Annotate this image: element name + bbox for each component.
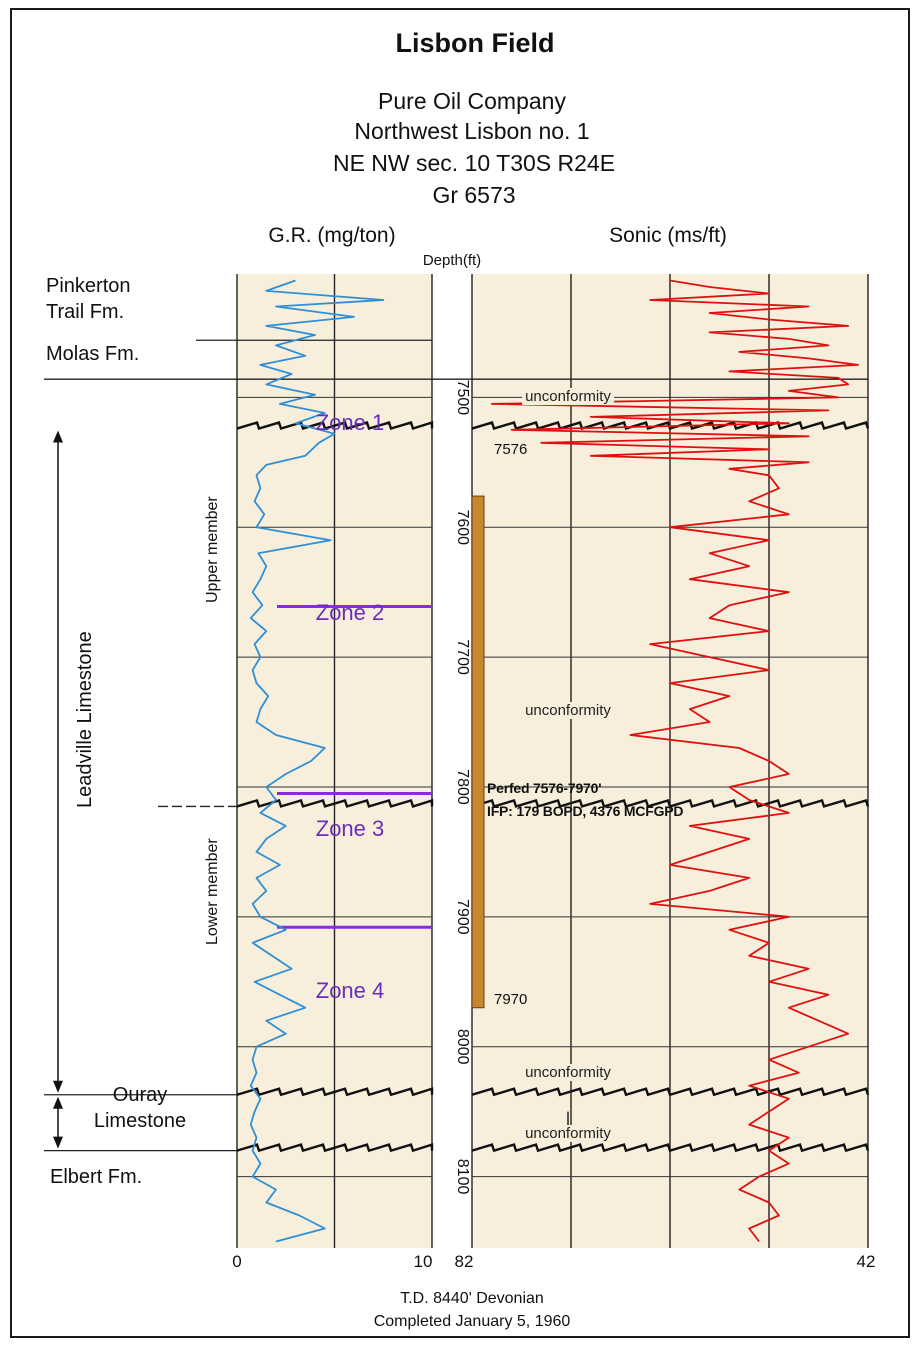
formation-label-ouray: Ouray Limestone — [93, 1084, 187, 1132]
sonic-axis-title: Sonic (ms/ft) — [609, 224, 727, 247]
upper-member-label: Upper member — [204, 496, 221, 603]
formation-label-elbert: Elbert Fm. — [50, 1166, 143, 1188]
depth-tick-label: 7800 — [454, 769, 471, 805]
unconformity-label-3: unconformity — [522, 1064, 614, 1081]
completion-date-note: Completed January 5, 1960 — [373, 1313, 571, 1330]
depth-tick-label: 7700 — [454, 639, 471, 675]
perforation-top-label: 7576 — [494, 441, 528, 458]
lower-member-label: Lower member — [204, 838, 221, 945]
gamma-ray-max-tick: 10 — [413, 1252, 433, 1271]
depth-tick-label: 7900 — [454, 899, 471, 935]
perforation-note-line-1: Perfed 7576-7970' — [487, 780, 602, 796]
depth-tick-label: 8100 — [454, 1159, 471, 1195]
gamma-ray-curve — [249, 279, 385, 1243]
formation-label-pinkerton-trail: Pinkerton Trail Fm. — [46, 275, 131, 323]
gamma-ray-min-tick: 0 — [232, 1252, 242, 1271]
perforation-note-line-2: IFP: 179 BOPD, 4376 MCFGPD — [487, 803, 684, 819]
gamma-ray-axis-title: G.R. (mg/ton) — [268, 224, 396, 247]
operator-line: Pure Oil Company — [378, 88, 566, 114]
perforation-bottom-label: 7970 — [494, 991, 528, 1008]
location-line: NE NW sec. 10 T30S R24E — [332, 150, 616, 176]
sonic-curve — [490, 279, 859, 1243]
formation-label-leadville: Leadville Limestone — [74, 631, 96, 808]
zone-3-label: Zone 3 — [315, 816, 385, 841]
ouray-arrow-head-top — [53, 1096, 63, 1109]
depth-axis-title: Depth(ft) — [422, 252, 482, 269]
unconformity-label-1: unconformity — [522, 388, 614, 405]
depth-tick-label: 7500 — [454, 380, 471, 416]
total-depth-note: T.D. 8440' Devonian — [400, 1290, 544, 1307]
sonic-right-tick: 42 — [856, 1252, 876, 1271]
perforated-interval-bar — [471, 495, 485, 1009]
figure-title: Lisbon Field — [395, 28, 555, 58]
ouray-arrow-head-bottom — [53, 1136, 63, 1149]
unconformity-line-sonic — [471, 1087, 870, 1097]
depth-tick-label: 8000 — [454, 1029, 471, 1065]
unconformity-line-gamma-ray — [236, 1142, 434, 1153]
unconformity-line-sonic — [471, 798, 870, 808]
ground-elevation-line: Gr 6573 — [432, 182, 516, 208]
depth-tick-label: 7600 — [454, 509, 471, 545]
unconformity-line-gamma-ray — [236, 798, 434, 808]
unconformity-label-4: unconformity — [522, 1125, 614, 1142]
leadville-arrow-head-bottom — [53, 1080, 63, 1093]
unconformity-line-gamma-ray — [236, 420, 434, 431]
unconformity-label-2: unconformity — [522, 702, 614, 719]
formation-label-molas: Molas Fm. — [46, 343, 140, 365]
unconformity-line-sonic — [471, 1143, 870, 1153]
well-name-line: Northwest Lisbon no. 1 — [354, 118, 590, 144]
zone-1-label: Zone 1 — [315, 410, 385, 435]
zone-4-label: Zone 4 — [315, 978, 385, 1003]
zone-2-label: Zone 2 — [315, 600, 385, 625]
sonic-left-tick: 82 — [454, 1252, 474, 1271]
unconformity-line-gamma-ray — [236, 1087, 434, 1097]
leadville-arrow-head-top — [53, 430, 63, 443]
